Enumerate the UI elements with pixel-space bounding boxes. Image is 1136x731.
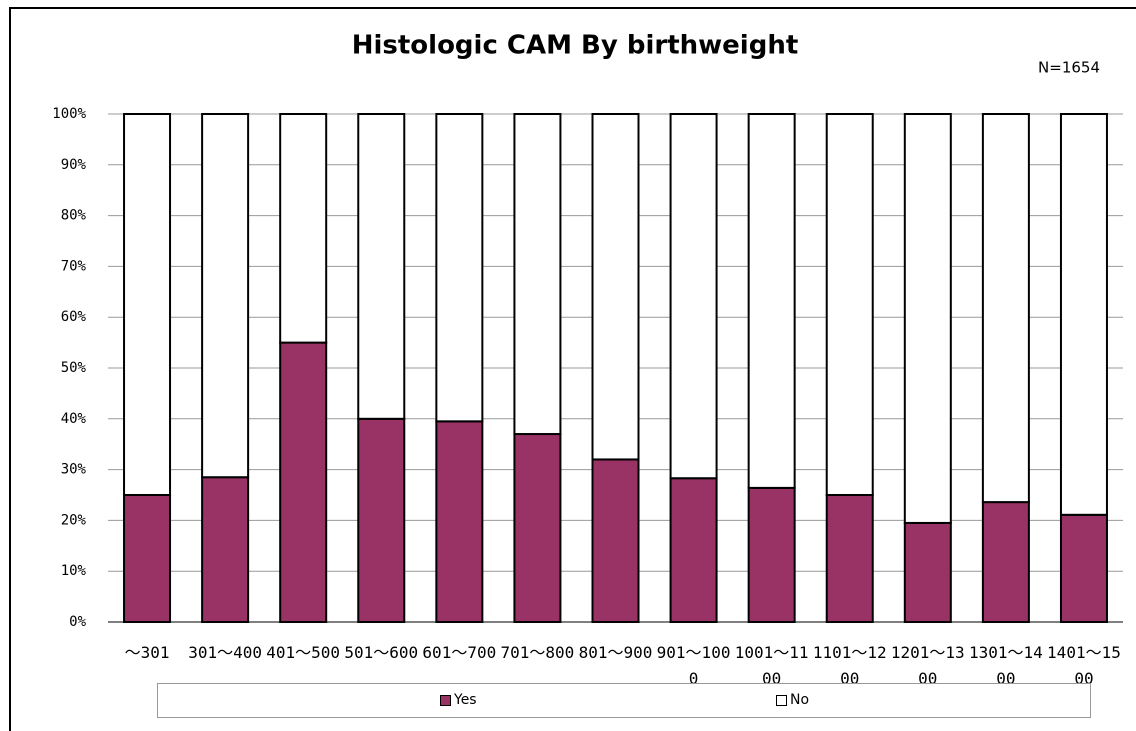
y-tick-label: 10% [61, 563, 87, 579]
bar-segment [1059, 113, 1108, 516]
bar-segment [825, 113, 874, 496]
bar-segment [201, 113, 250, 479]
x-tick-label: 301～400 [188, 643, 262, 662]
bar-segment [279, 341, 328, 623]
x-tick-label: 601～700 [422, 643, 497, 662]
bar-segment [435, 420, 484, 623]
y-tick-label: 50% [61, 360, 87, 376]
legend-swatch [440, 694, 451, 706]
legend-swatch [776, 694, 787, 706]
x-tick-label: ～301 [124, 643, 170, 662]
y-tick-label: 0% [69, 614, 86, 630]
y-tick-label: 70% [61, 258, 87, 274]
bar-segment [981, 113, 1030, 504]
x-tick-label: 901～1000 [656, 643, 731, 688]
legend-label: No [790, 692, 810, 708]
legend-item: Yes [440, 692, 477, 708]
bar-segment [513, 113, 562, 436]
y-tick-label: 80% [61, 208, 87, 224]
frame [9, 7, 1136, 731]
bar-segment [123, 494, 172, 623]
bar-segment [435, 113, 484, 423]
y-tick-label: 20% [61, 512, 87, 528]
legend-label: Yes [454, 692, 477, 708]
bar-segment [357, 113, 406, 420]
y-tick-label: 60% [61, 309, 87, 325]
bar-segment [201, 476, 250, 623]
bar-segment [669, 477, 718, 623]
x-tick-label: 801～900 [578, 643, 653, 662]
x-tick-label: 401～500 [266, 643, 341, 662]
y-tick-label: 40% [61, 411, 87, 427]
chart-title: Histologic CAM By birthweight [352, 31, 799, 61]
x-tick-label: 701～800 [500, 643, 575, 662]
bar-segment [981, 501, 1030, 623]
x-tick-label: 501～600 [344, 643, 419, 662]
bar-segment [747, 486, 796, 623]
bar-segment [591, 458, 640, 623]
bar-segment [279, 113, 328, 344]
bar-segment [747, 113, 796, 489]
legend-item: No [776, 692, 809, 708]
bar-segment [669, 113, 718, 480]
bar-segment [903, 521, 952, 623]
bar-segment [1059, 513, 1108, 624]
bar-segment [513, 433, 562, 624]
bar-segment [591, 113, 640, 461]
y-tick-label: 90% [61, 157, 87, 173]
annotation: N=1654 [1038, 59, 1100, 77]
y-tick-label: 30% [61, 462, 87, 478]
bar-segment [357, 417, 406, 623]
bar-segment [123, 113, 172, 496]
legend: Yes No [157, 683, 1091, 718]
bar-segment [903, 113, 952, 524]
bar-segment [825, 494, 874, 623]
y-tick-label: 100% [52, 106, 86, 122]
